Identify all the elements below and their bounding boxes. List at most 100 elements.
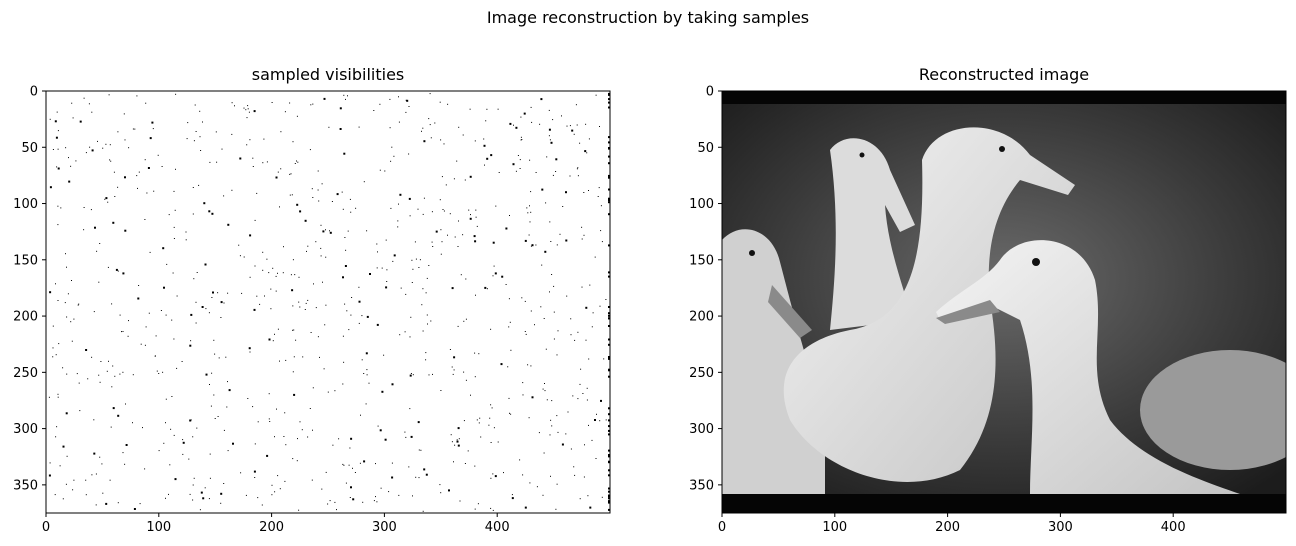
right-y-tick: 250	[689, 366, 722, 381]
sample-point	[573, 133, 575, 135]
sample-point	[452, 373, 454, 375]
sample-point	[579, 142, 581, 144]
sample-point	[484, 164, 485, 166]
right-panel-title: Reconstructed image	[918, 65, 1090, 84]
sample-point	[519, 159, 521, 161]
sample-point	[109, 159, 111, 161]
sample-point	[483, 138, 485, 140]
left-plot-background	[46, 91, 610, 513]
sample-point	[453, 356, 456, 359]
sample-point	[556, 415, 558, 417]
sample-point	[347, 95, 348, 97]
sample-point	[428, 265, 430, 266]
sample-point	[321, 488, 323, 490]
sample-point	[608, 413, 610, 416]
sample-point	[492, 275, 494, 277]
sample-point	[359, 462, 361, 464]
sample-point	[376, 501, 378, 503]
figure-suptitle: Image reconstruction by taking samples	[486, 8, 810, 27]
sample-point	[322, 230, 325, 233]
sample-point	[117, 131, 119, 133]
sample-point	[101, 463, 103, 465]
sample-point	[204, 263, 207, 266]
sample-point	[292, 371, 294, 373]
sample-point	[520, 139, 522, 141]
sample-point	[123, 113, 125, 115]
sample-point	[434, 122, 436, 124]
sample-point	[279, 360, 280, 362]
sample-point	[154, 355, 156, 357]
sample-point	[540, 98, 543, 101]
sample-point	[252, 406, 254, 408]
sample-point	[589, 506, 592, 509]
bottom-black-band	[722, 494, 1286, 513]
sample-point	[210, 405, 212, 407]
sample-point	[441, 241, 443, 243]
sample-point	[365, 403, 367, 405]
sample-point	[243, 107, 245, 109]
sample-point	[556, 483, 558, 485]
sample-point	[102, 492, 104, 494]
left-y-tick-label: 50	[21, 141, 38, 156]
sample-point	[608, 199, 610, 202]
sample-point	[122, 452, 124, 454]
sample-point	[134, 128, 136, 130]
sample-point	[55, 283, 56, 285]
sample-point	[107, 201, 109, 203]
sample-point	[381, 267, 383, 269]
left-x-tick-label: 100	[146, 520, 171, 535]
sample-point	[268, 418, 270, 420]
sample-point	[256, 295, 258, 297]
sample-point	[408, 153, 410, 155]
right-y-tick: 100	[689, 197, 722, 212]
sample-point	[442, 209, 444, 210]
sample-point	[65, 253, 66, 255]
right-x-tick-label: 0	[718, 520, 726, 535]
left-y-tick-label: 200	[13, 310, 38, 325]
sample-point	[352, 467, 353, 469]
sample-point	[418, 449, 420, 451]
sample-point	[239, 255, 241, 257]
sample-point	[474, 352, 476, 354]
sample-point	[592, 312, 594, 314]
sample-point	[410, 435, 413, 438]
sample-point	[225, 356, 227, 358]
sample-point	[327, 391, 329, 393]
sample-point	[327, 503, 329, 505]
sample-point	[585, 339, 587, 341]
sample-point	[93, 452, 96, 455]
sample-point	[608, 433, 610, 436]
sample-point	[110, 160, 112, 162]
sample-point	[608, 325, 610, 327]
sample-point	[341, 191, 343, 193]
sample-point	[274, 491, 276, 493]
sample-point	[85, 479, 87, 481]
sample-point	[584, 150, 587, 153]
sample-point	[220, 317, 222, 318]
sample-point	[266, 258, 268, 260]
sample-point	[196, 427, 198, 429]
sample-point	[283, 246, 284, 248]
sample-point	[293, 329, 295, 331]
sample-point	[524, 300, 526, 302]
sample-point	[279, 488, 281, 490]
sample-point	[292, 259, 294, 261]
sample-point	[271, 494, 273, 496]
right-y-tick: 300	[689, 422, 722, 437]
right-x-tick-label: 100	[822, 520, 847, 535]
sample-point	[62, 498, 64, 500]
sample-point	[375, 496, 376, 498]
sample-point	[85, 349, 88, 351]
sample-point	[363, 181, 365, 183]
sample-point	[376, 323, 379, 326]
sample-point	[345, 249, 347, 251]
sample-point	[456, 439, 458, 441]
sample-point	[227, 450, 229, 452]
sample-point	[488, 424, 490, 426]
sample-point	[175, 168, 176, 170]
sample-point	[343, 94, 345, 96]
sample-point	[268, 272, 270, 274]
sample-point	[144, 219, 146, 220]
sample-point	[212, 291, 214, 294]
